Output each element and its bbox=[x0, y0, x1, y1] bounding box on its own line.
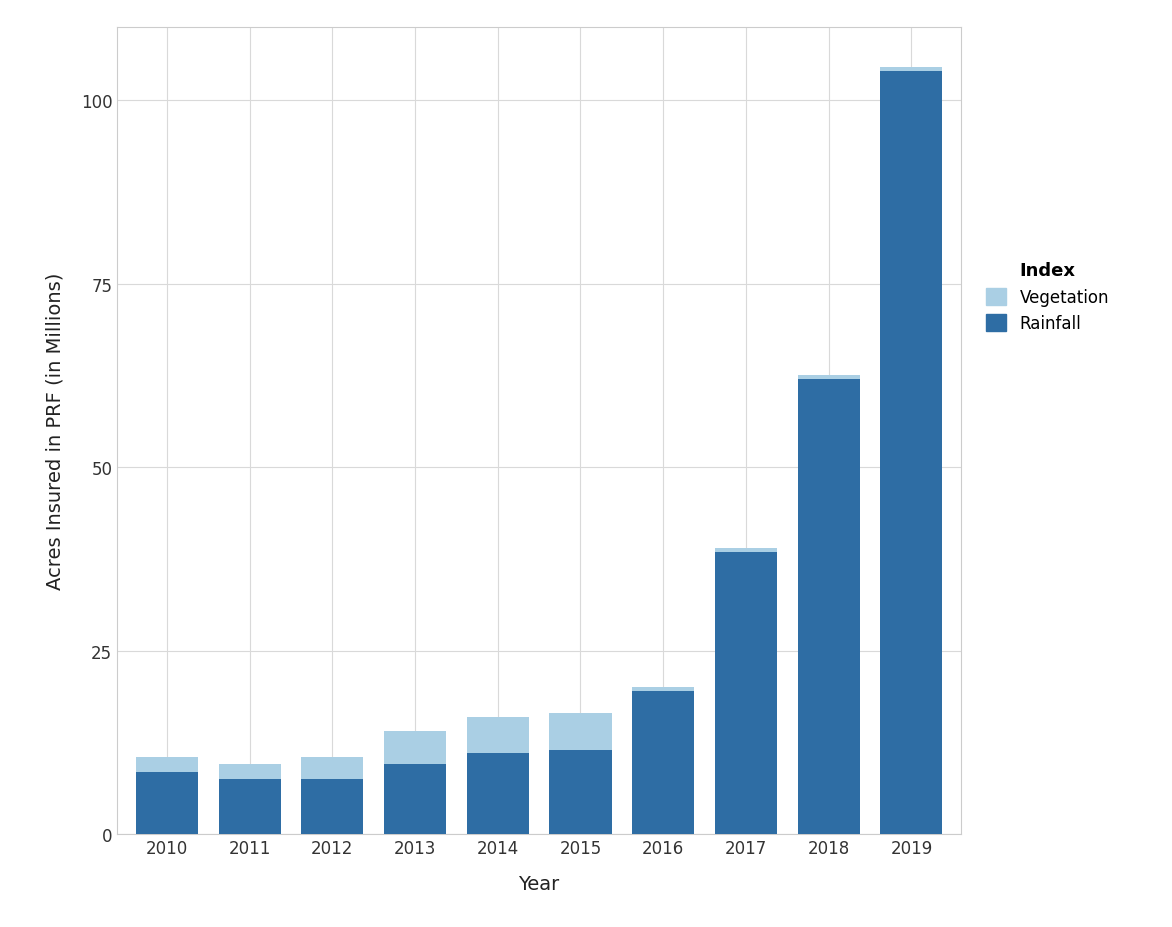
Bar bbox=[715, 549, 777, 552]
Bar bbox=[632, 692, 694, 834]
Legend: Vegetation, Rainfall: Vegetation, Rainfall bbox=[987, 262, 1109, 333]
Bar bbox=[466, 717, 529, 754]
Bar bbox=[550, 750, 612, 834]
Bar bbox=[136, 772, 198, 834]
Bar bbox=[218, 780, 280, 834]
Bar bbox=[880, 69, 942, 71]
Bar bbox=[384, 731, 447, 765]
Bar bbox=[218, 765, 280, 780]
Bar bbox=[632, 688, 694, 692]
Y-axis label: Acres Insured in PRF (in Millions): Acres Insured in PRF (in Millions) bbox=[45, 273, 64, 590]
Bar bbox=[880, 71, 942, 834]
Bar bbox=[136, 757, 198, 772]
Bar bbox=[466, 754, 529, 834]
Bar bbox=[550, 714, 612, 750]
Bar bbox=[301, 757, 363, 780]
Bar bbox=[798, 376, 860, 380]
Bar bbox=[384, 765, 447, 834]
Bar bbox=[715, 552, 777, 834]
Bar bbox=[798, 380, 860, 834]
X-axis label: Year: Year bbox=[518, 874, 560, 893]
Bar bbox=[301, 780, 363, 834]
